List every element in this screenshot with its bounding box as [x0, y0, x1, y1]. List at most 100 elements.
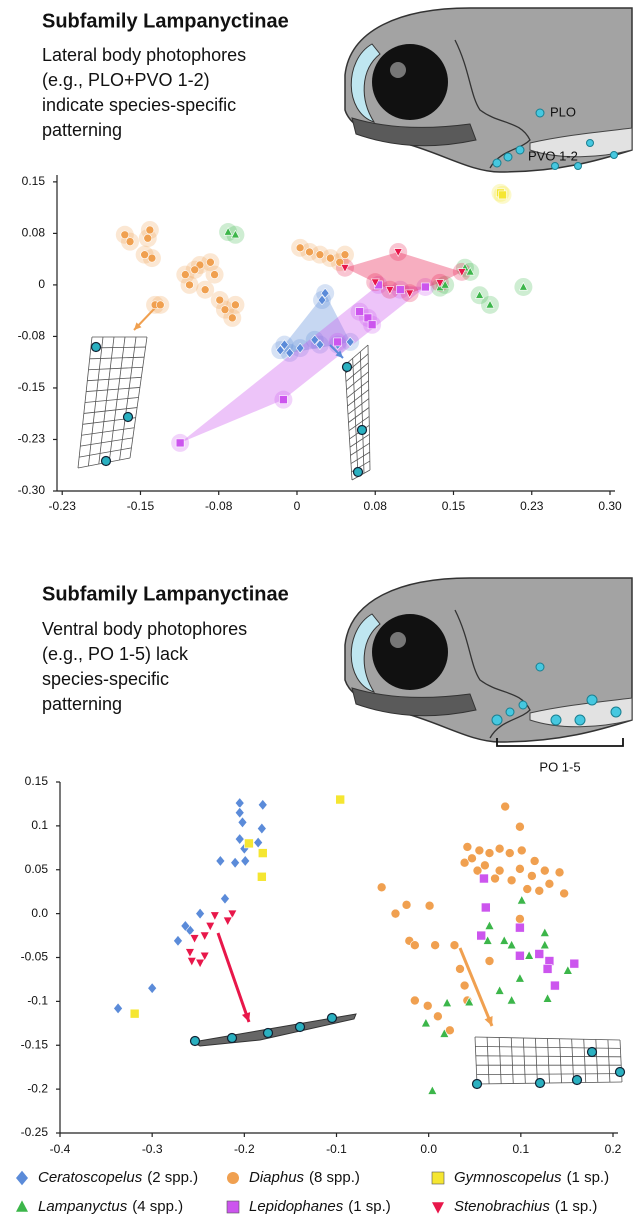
x-tick-label: 0.1 — [512, 1142, 529, 1156]
section-text: patterning — [42, 694, 122, 714]
point — [518, 281, 528, 291]
point — [355, 307, 364, 317]
point — [305, 247, 314, 257]
point — [433, 1011, 443, 1022]
point — [420, 1017, 431, 1028]
point — [367, 320, 377, 330]
y-tick-label: -0.2 — [27, 1081, 48, 1095]
point — [459, 857, 470, 868]
landmark — [352, 466, 364, 478]
grid-stroke — [595, 1039, 599, 1083]
grid-stroke — [476, 1081, 623, 1085]
legend-label: Lepidophanes (1 sp.) — [249, 1198, 391, 1215]
arrow-head — [335, 350, 343, 358]
x-tick-label: 0.2 — [605, 1142, 622, 1156]
point — [410, 940, 420, 951]
grid-stroke — [87, 376, 142, 382]
landmark — [586, 1046, 598, 1058]
point — [222, 916, 233, 927]
point — [340, 250, 350, 259]
point — [253, 836, 264, 849]
section-text: (e.g., PLO+PVO 1-2) — [42, 70, 210, 90]
point — [215, 295, 225, 305]
grid-stroke — [559, 1038, 562, 1083]
point — [459, 980, 470, 991]
point — [206, 257, 215, 267]
point — [490, 873, 500, 884]
grid-stroke — [83, 407, 138, 414]
point — [120, 230, 130, 240]
x-tick-label: -0.3 — [142, 1142, 163, 1156]
point — [542, 964, 553, 974]
point — [340, 264, 350, 273]
grid-stroke — [344, 344, 369, 366]
legend-name: Lampanyctus — [38, 1198, 128, 1215]
point — [257, 848, 268, 858]
section-title: Subfamily Lampanyctinae — [42, 583, 289, 605]
point — [195, 907, 205, 920]
point — [515, 950, 525, 961]
point — [147, 982, 158, 995]
y-tick-label: -0.23 — [18, 432, 46, 446]
x-tick-label: -0.08 — [205, 499, 233, 513]
x-tick-label: -0.2 — [234, 1142, 255, 1156]
grid-stroke — [84, 397, 139, 403]
legend-count: (1 sp.) — [555, 1198, 598, 1215]
point — [234, 806, 245, 819]
landmark — [226, 1032, 238, 1044]
grid-stroke — [80, 437, 133, 447]
series — [340, 248, 467, 299]
fish-illustration — [344, 7, 633, 173]
point — [326, 253, 335, 263]
landmark — [356, 424, 368, 436]
legend-marker — [226, 1200, 240, 1214]
legend-count: (8 spp.) — [309, 1169, 360, 1186]
grid-stroke — [349, 433, 370, 448]
deformation-grid — [77, 336, 148, 469]
point — [231, 300, 240, 310]
point — [155, 300, 165, 310]
point — [515, 914, 525, 924]
grid-stroke — [474, 1036, 478, 1085]
legend-name: Ceratoscopelus — [38, 1169, 143, 1186]
arrow-head — [134, 322, 142, 330]
y-tick-label: 0.0 — [31, 906, 48, 920]
point — [527, 871, 537, 881]
point — [237, 816, 248, 829]
point — [244, 838, 254, 849]
point — [440, 279, 450, 289]
x-tick-label: 0 — [294, 499, 301, 513]
legend-label: Ceratoscopelus (2 spp.) — [38, 1169, 198, 1186]
point — [498, 190, 507, 200]
point — [185, 280, 194, 290]
legend-marker — [432, 1202, 444, 1214]
point — [534, 949, 545, 959]
point — [310, 334, 320, 346]
grid-stroke — [475, 1055, 621, 1058]
point — [234, 833, 245, 845]
point — [285, 347, 295, 359]
y-tick-label: 0.05 — [25, 862, 49, 876]
point — [514, 972, 525, 983]
point — [539, 927, 550, 937]
point — [220, 892, 230, 905]
point — [173, 934, 183, 947]
annotation: PO 1-5 — [539, 759, 580, 774]
point — [481, 902, 491, 913]
grid-stroke — [522, 1037, 526, 1084]
plots: 0.150.080-0.08-0.15-0.23-0.30-0.23 -0.15-… — [16, 174, 622, 1215]
point — [421, 282, 430, 292]
point — [506, 875, 517, 886]
photophores — [491, 662, 622, 726]
legend-count: (4 spp.) — [132, 1198, 183, 1215]
series — [376, 801, 569, 1036]
point — [113, 1002, 123, 1015]
y-tick-label: 0.15 — [25, 774, 49, 788]
point — [405, 289, 415, 299]
x-tick-label: -0.1 — [326, 1142, 347, 1156]
point — [395, 285, 405, 295]
point — [464, 996, 475, 1007]
series — [420, 894, 573, 1095]
point — [427, 1085, 438, 1095]
point — [524, 950, 535, 960]
